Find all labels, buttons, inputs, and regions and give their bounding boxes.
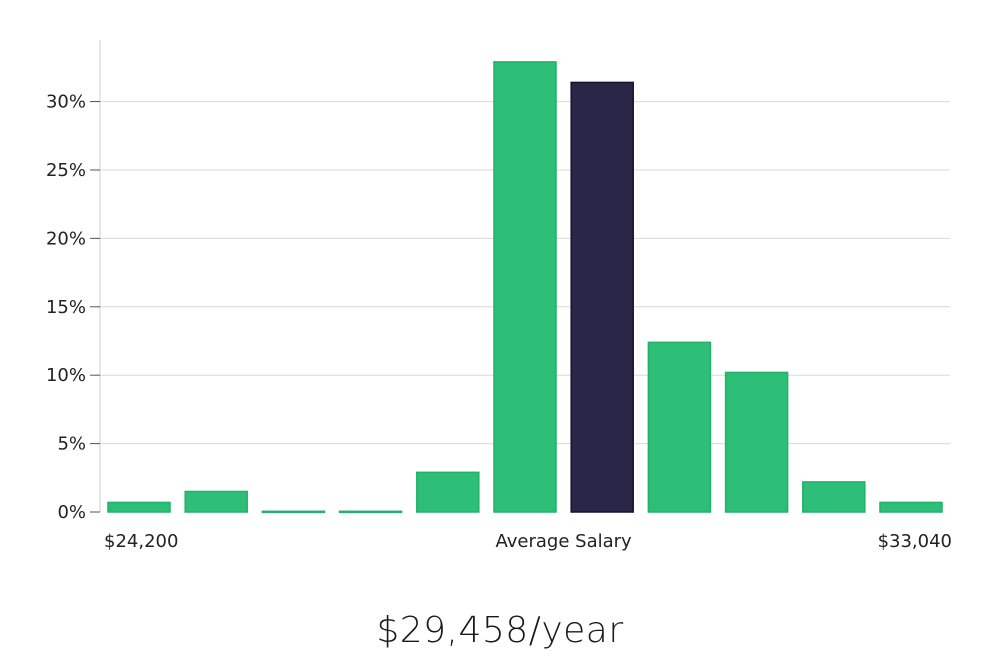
bars — [107, 61, 943, 514]
bar — [107, 501, 171, 513]
bar — [493, 61, 557, 513]
y-axis-ticks: 0% 5% 10% 15% 20% 25% 30% — [46, 92, 100, 523]
y-tick-label: 0% — [57, 502, 86, 523]
bar — [184, 490, 248, 513]
x-label-max: $33,040 — [878, 531, 952, 552]
y-tick-label: 20% — [46, 228, 86, 249]
y-tick-label: 10% — [46, 365, 86, 386]
y-tick-label: 5% — [57, 434, 86, 455]
y-tick-label: 25% — [46, 160, 86, 181]
bar — [647, 341, 712, 513]
bar — [416, 471, 480, 513]
x-label-average: Average Salary — [496, 531, 633, 552]
y-tick-label: 30% — [46, 92, 86, 113]
y-tick-label: 15% — [46, 297, 86, 318]
bar — [338, 510, 403, 514]
bar — [261, 510, 326, 514]
salary-distribution-chart: 0% 5% 10% 15% 20% 25% 30% $24,200 Average Sala… — [46, 40, 952, 552]
bar — [802, 481, 866, 513]
bar-highlighted — [570, 81, 634, 513]
average-salary: $29,458/year — [376, 610, 624, 651]
bar — [724, 371, 789, 513]
bar — [879, 501, 943, 513]
x-label-min: $24,200 — [104, 531, 178, 552]
